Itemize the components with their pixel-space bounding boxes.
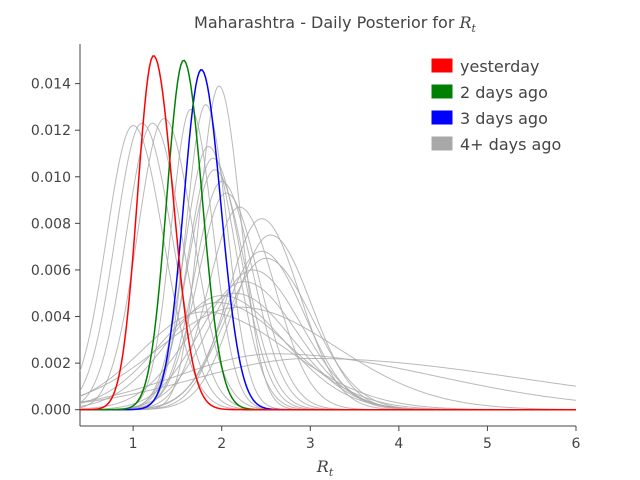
older-posterior-curve [80, 108, 576, 411]
x-tick-label: 4 [394, 436, 403, 452]
y-tick-label: 0.008 [31, 216, 71, 232]
y-tick-label: 0.010 [31, 170, 71, 186]
chart-title-sub: t [472, 22, 477, 35]
y-tick-label: 0.000 [31, 403, 71, 419]
legend-swatch-yesterday [431, 58, 453, 73]
older-posterior-curve [79, 306, 577, 410]
yesterday-curve [79, 55, 576, 411]
legend: yesterday 2 days ago 3 days ago 4+ days ago [431, 57, 561, 154]
recent-posterior-curves [79, 55, 576, 411]
y-ticks: 0.000 0.002 0.004 0.006 0.008 0.010 0.012 0.014 [31, 77, 80, 419]
legend-swatch-4-days-ago [431, 136, 453, 151]
y-tick-label: 0.012 [31, 123, 71, 139]
legend-swatch-2-days-ago [431, 84, 453, 99]
x-axis-label-var: R [316, 457, 329, 476]
chart-title-prefix: Maharashtra - Daily Posterior for [194, 13, 459, 32]
legend-swatch-3-days-ago [431, 110, 453, 125]
y-tick-label: 0.014 [31, 77, 71, 93]
x-tick-label: 2 [217, 436, 226, 452]
chart-title-var: R [459, 13, 472, 32]
older-posterior-curve [80, 206, 576, 411]
legend-label-4-days-ago: 4+ days ago [460, 135, 561, 154]
chart-title: Maharashtra - Daily Posterior for Rt [194, 13, 477, 35]
y-tick-label: 0.006 [31, 263, 71, 279]
legend-label-2-days-ago: 2 days ago [460, 83, 548, 102]
x-axis-label-sub: t [329, 466, 334, 479]
older-posterior-curve [80, 218, 576, 411]
x-axis-label: Rt [316, 457, 334, 479]
x-tick-label: 1 [129, 436, 138, 452]
legend-label-3-days-ago: 3 days ago [460, 109, 548, 128]
older-posterior-curve [79, 118, 576, 411]
legend-label-yesterday: yesterday [460, 57, 540, 76]
x-tick-label: 3 [306, 436, 315, 452]
y-tick-label: 0.002 [31, 356, 71, 372]
y-tick-label: 0.004 [31, 310, 71, 326]
older-posterior-curve [80, 157, 576, 411]
x-tick-label: 6 [572, 436, 581, 452]
older-posterior-curve [79, 357, 577, 404]
x-tick-label: 5 [483, 436, 492, 452]
x-ticks: 1 2 3 4 5 6 [129, 426, 581, 452]
